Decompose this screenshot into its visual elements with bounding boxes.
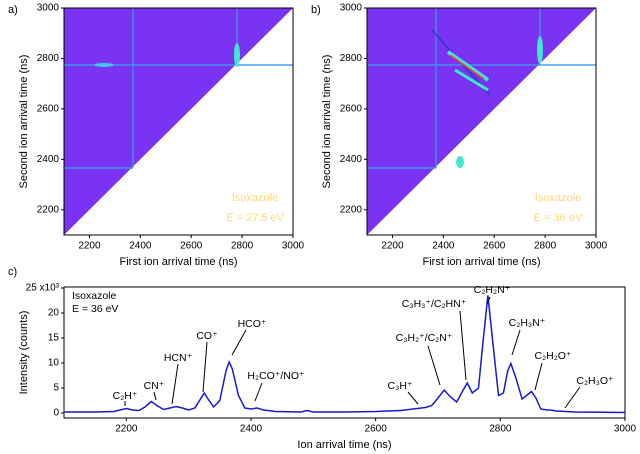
annotation-pointer (171, 363, 179, 405)
y-tick-label: 20 (48, 308, 60, 319)
y-tick-label: 2200 (37, 204, 60, 215)
x-tick-label: 3000 (614, 424, 637, 435)
y-tick-label: 5 (53, 383, 59, 394)
map-a-decor (64, 8, 293, 235)
y-tick-label: 2400 (37, 154, 60, 165)
panel-label: a) (8, 4, 18, 16)
x-tick-label: 2200 (78, 241, 101, 252)
annotation: E = 36 eV (72, 303, 118, 315)
annotation: C₂H₃O⁺ (576, 375, 614, 387)
x-tick-label: 2400 (432, 241, 455, 252)
y-tick-label: 2600 (340, 104, 363, 115)
y-tick-label: 10 (48, 358, 60, 369)
annotation-pointer (534, 362, 543, 391)
spectrum-line (64, 295, 626, 414)
x-tick-label: 2400 (129, 241, 152, 252)
x-tick-label: 2600 (365, 424, 388, 435)
y-axis-title: Second ion arrival time (ns) (18, 55, 30, 189)
plot-frame (63, 286, 626, 419)
annotation-pointer (231, 329, 247, 356)
annotation: C₃H⁺ (388, 380, 413, 392)
annotation-pointer (511, 329, 521, 356)
x-tick-label: 2800 (231, 241, 254, 252)
plot-frame (366, 7, 597, 236)
annotation: HCO⁺ (238, 318, 267, 330)
annotation: Isoxazole (535, 192, 581, 204)
annotation: Isoxazole (232, 192, 278, 204)
x-axis-title: First ion arrival time (ns) (423, 256, 541, 268)
annotation-pointer (564, 386, 581, 409)
x-tick-label: 3000 (282, 241, 305, 252)
annotation-pointer (486, 296, 491, 305)
y-tick-label: 0 (53, 408, 59, 419)
annotation: C₃H₂⁺/C₂N⁺ (396, 332, 453, 344)
x-tick-label: 2800 (534, 241, 557, 252)
x-tick-label: 3000 (585, 241, 608, 252)
annotation-pointer (459, 310, 467, 381)
y-axis-title: Intensity (counts) (18, 311, 30, 395)
annotation: E = 36 eV (534, 212, 583, 224)
annotation-pointer (427, 345, 441, 386)
x-axis-title: Ion arrival time (ns) (297, 439, 391, 451)
annotation: H₂CO⁺/NO⁺ (247, 370, 305, 382)
annotation: C₃H₃⁺/C₂HN⁺ (402, 298, 467, 310)
x-tick-label: 2200 (381, 241, 404, 252)
x-tick-label: 2400 (240, 424, 263, 435)
y-axis-title: Second ion arrival time (ns) (321, 55, 333, 189)
map-b-decor (367, 8, 596, 235)
annotation: Isoxazole (72, 290, 117, 302)
annotation-pointer (202, 341, 208, 393)
panel-label: c) (8, 266, 17, 278)
x-tick-label: 2600 (483, 241, 506, 252)
y-tick-label: 2800 (37, 53, 60, 64)
y-tick-label: 25 x10³ (26, 283, 60, 294)
annotation-pointer (407, 391, 419, 405)
x-axis-title: First ion arrival time (ns) (120, 256, 238, 268)
y-tick-label: 2400 (340, 154, 363, 165)
y-tick-label: 2200 (340, 204, 363, 215)
y-tick-label: 3000 (37, 3, 60, 14)
y-tick-label: 2600 (37, 104, 60, 115)
plot-frame (63, 7, 294, 236)
annotation: C₂H₂O⁺ (534, 350, 571, 362)
y-tick-label: 15 (48, 333, 60, 344)
x-tick-label: 2600 (180, 241, 203, 252)
annotation-pointer (153, 391, 157, 401)
annotation-pointer (254, 382, 263, 402)
x-tick-label: 2800 (489, 424, 512, 435)
annotation: C₂H⁺ (113, 390, 138, 402)
panel-label: b) (311, 4, 321, 16)
annotation: CN⁺ (144, 380, 165, 392)
annotation: CO⁺ (196, 330, 218, 342)
y-tick-label: 3000 (340, 3, 363, 14)
annotation: HCN⁺ (164, 352, 193, 364)
y-tick-label: 2800 (340, 53, 363, 64)
x-tick-label: 2200 (115, 424, 138, 435)
annotation: C₂H₂N⁺ (474, 284, 511, 296)
annotation: E = 27.5 eV (226, 212, 284, 224)
annotation: C₂H₃N⁺ (509, 317, 546, 329)
